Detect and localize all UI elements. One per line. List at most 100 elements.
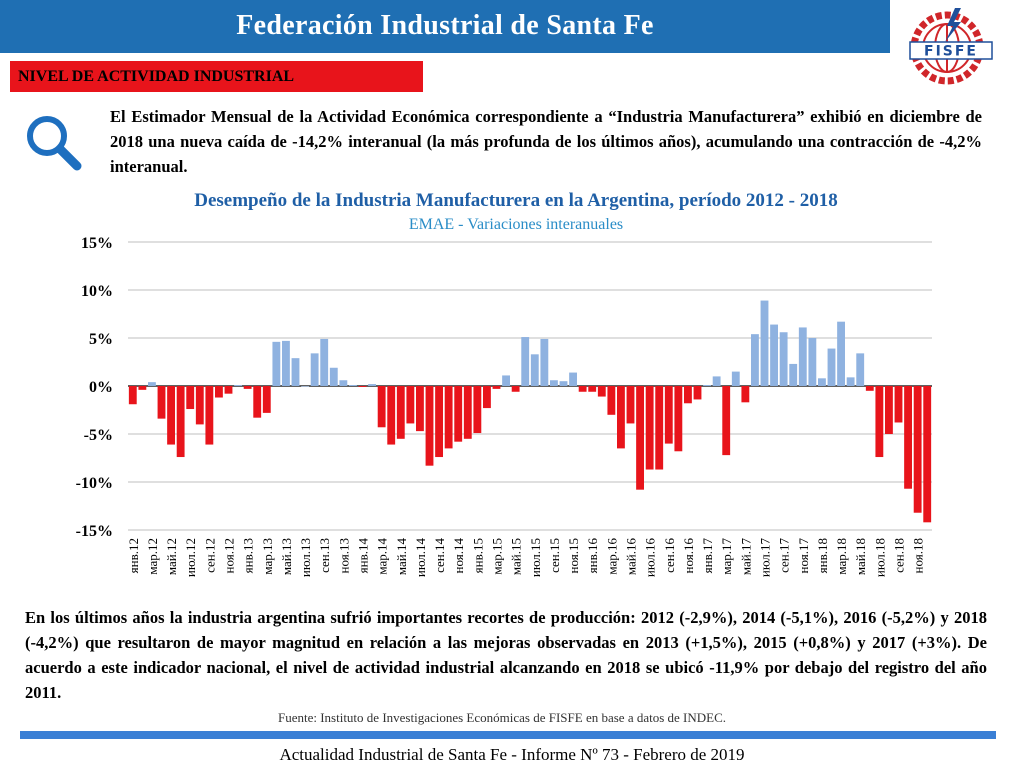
bar bbox=[779, 332, 788, 386]
x-tick-label: сен.16 bbox=[662, 538, 677, 573]
bar bbox=[818, 378, 826, 386]
bar bbox=[396, 386, 405, 439]
bar bbox=[770, 324, 778, 386]
bar bbox=[741, 386, 750, 403]
bar bbox=[195, 386, 204, 425]
x-tick-label: мар.14 bbox=[375, 538, 390, 575]
bar bbox=[865, 386, 874, 391]
bar bbox=[454, 386, 463, 442]
x-tick-label: ноя.15 bbox=[566, 538, 581, 573]
bar bbox=[368, 384, 376, 386]
y-tick-label: -5% bbox=[84, 427, 113, 444]
bar bbox=[301, 386, 309, 387]
bar bbox=[808, 338, 817, 386]
y-tick-label: 10% bbox=[81, 283, 113, 300]
bar bbox=[167, 386, 175, 445]
bar bbox=[377, 386, 386, 428]
bar bbox=[645, 386, 654, 470]
bar bbox=[827, 348, 836, 386]
bar bbox=[253, 386, 262, 418]
x-tick-label: мар.16 bbox=[604, 538, 619, 575]
bar bbox=[521, 337, 530, 386]
x-tick-label: мар.18 bbox=[834, 538, 849, 575]
bar bbox=[904, 386, 912, 489]
bar bbox=[559, 381, 568, 386]
bar bbox=[751, 334, 759, 386]
bar bbox=[262, 386, 271, 413]
bar bbox=[703, 385, 711, 386]
bar bbox=[339, 380, 348, 386]
y-tick-label: 5% bbox=[89, 331, 113, 348]
x-tick-label: ноя.14 bbox=[451, 538, 466, 574]
bar bbox=[138, 386, 147, 390]
x-tick-label: ноя.13 bbox=[336, 538, 351, 573]
analysis-paragraph: En los últimos años la industria argenti… bbox=[25, 608, 987, 702]
x-tick-label: июл.13 bbox=[298, 538, 313, 577]
bar bbox=[789, 363, 798, 386]
x-tick-label: сен.12 bbox=[202, 538, 217, 573]
bar bbox=[349, 385, 357, 386]
bar bbox=[416, 386, 424, 432]
x-tick-label: ноя.16 bbox=[681, 538, 696, 574]
bar bbox=[693, 386, 702, 400]
bar bbox=[712, 376, 721, 386]
header-banner: Federación Industrial de Santa Fe bbox=[0, 0, 890, 53]
x-tick-label: мар.13 bbox=[260, 538, 275, 575]
bar bbox=[224, 386, 233, 394]
bar bbox=[846, 377, 855, 386]
bar bbox=[128, 386, 137, 405]
bar bbox=[463, 386, 472, 439]
y-tick-label: 0% bbox=[89, 379, 113, 396]
bar bbox=[856, 353, 865, 386]
bar bbox=[837, 321, 845, 386]
bar bbox=[731, 371, 740, 386]
section-label: NIVEL DE ACTIVIDAD INDUSTRIAL bbox=[18, 68, 295, 85]
bar bbox=[540, 338, 549, 386]
section-label-bar: NIVEL DE ACTIVIDAD INDUSTRIAL bbox=[10, 61, 423, 92]
bar bbox=[502, 375, 510, 386]
bar bbox=[530, 354, 539, 386]
source-note: Fuente: Instituto de Investigaciones Eco… bbox=[277, 710, 727, 725]
x-tick-label: сен.18 bbox=[892, 538, 907, 573]
x-tick-label: май.13 bbox=[279, 538, 294, 575]
y-tick-label: -15% bbox=[76, 523, 113, 540]
x-tick-label: июл.18 bbox=[872, 538, 887, 577]
bar bbox=[272, 341, 281, 386]
bar bbox=[176, 386, 185, 458]
bar bbox=[875, 386, 884, 458]
bar bbox=[722, 386, 731, 456]
x-tick-label: сен.13 bbox=[317, 538, 332, 573]
x-tick-label: июл.12 bbox=[183, 538, 198, 577]
x-tick-label: ноя.17 bbox=[796, 538, 811, 574]
page-title: Federación Industrial de Santa Fe bbox=[236, 10, 654, 41]
bar bbox=[674, 386, 683, 452]
logo-text: FISFE bbox=[924, 44, 978, 60]
x-tick-label: янв.16 bbox=[585, 538, 600, 574]
bar bbox=[148, 382, 156, 386]
bar bbox=[798, 327, 807, 386]
bar bbox=[320, 338, 329, 386]
bar bbox=[760, 300, 769, 386]
x-tick-label: янв.18 bbox=[815, 538, 830, 573]
bar bbox=[435, 386, 443, 458]
x-tick-label: сен.17 bbox=[777, 538, 792, 573]
bar bbox=[923, 386, 932, 523]
bar bbox=[483, 386, 491, 409]
x-tick-label: янв.17 bbox=[700, 538, 715, 574]
y-tick-label: 15% bbox=[81, 235, 113, 252]
bar bbox=[492, 386, 501, 389]
bar bbox=[387, 386, 396, 445]
bar bbox=[310, 353, 319, 386]
x-tick-label: май.15 bbox=[509, 538, 524, 575]
bar bbox=[684, 386, 692, 404]
x-tick-label: мар.17 bbox=[719, 538, 734, 575]
x-tick-label: мар.12 bbox=[145, 538, 160, 575]
bar bbox=[329, 367, 338, 386]
bar bbox=[243, 386, 252, 389]
bar bbox=[885, 386, 893, 434]
bar bbox=[626, 386, 635, 424]
footer-text: Actualidad Industrial de Santa Fe - Info… bbox=[279, 745, 745, 764]
bar bbox=[597, 386, 606, 397]
intro-paragraph: El Estimador Mensual de la Actividad Eco… bbox=[110, 107, 982, 176]
x-tick-label: май.16 bbox=[624, 538, 639, 576]
